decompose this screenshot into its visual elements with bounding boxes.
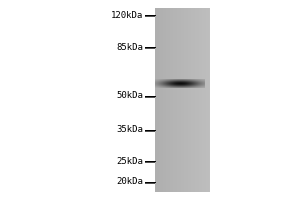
Text: 35kDa: 35kDa [116, 126, 143, 134]
Text: 20kDa: 20kDa [116, 178, 143, 186]
Text: 25kDa: 25kDa [116, 156, 143, 166]
Text: 85kDa: 85kDa [116, 43, 143, 51]
Text: 120kDa: 120kDa [111, 10, 143, 20]
Text: 50kDa: 50kDa [116, 92, 143, 100]
